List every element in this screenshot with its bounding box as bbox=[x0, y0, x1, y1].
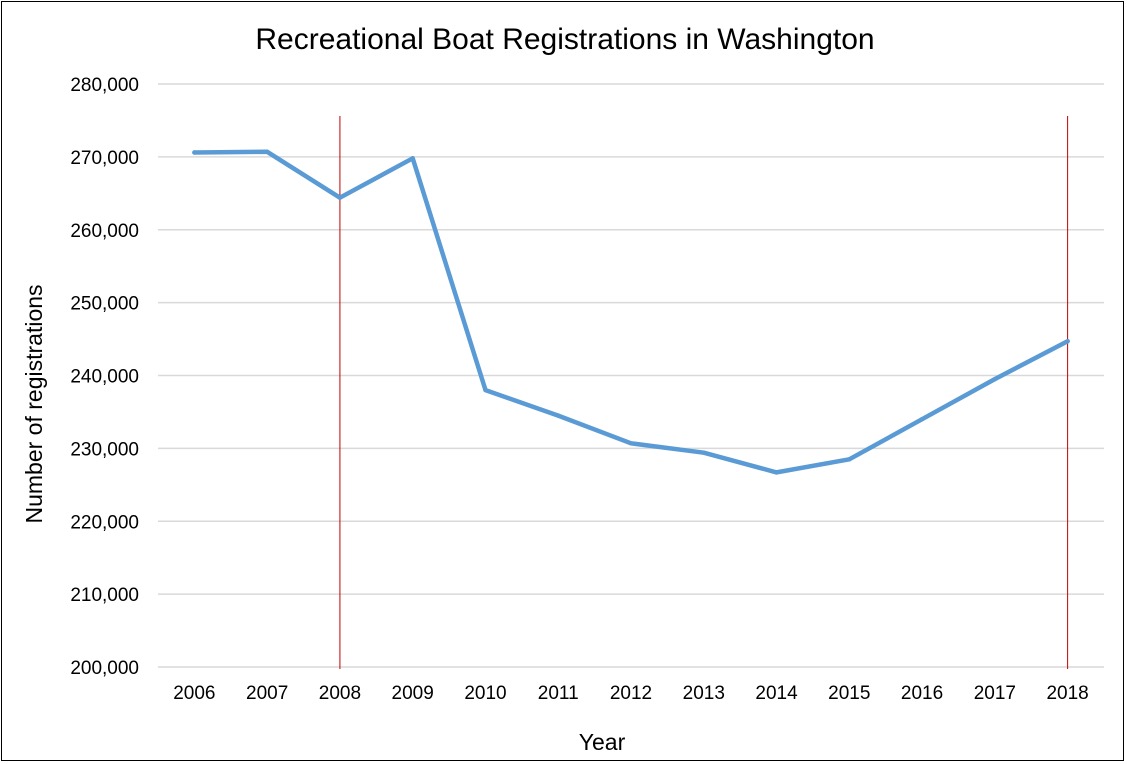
x-tick-label: 2013 bbox=[683, 683, 725, 704]
y-tick-label: 270,000 bbox=[70, 148, 139, 169]
data-point bbox=[1065, 339, 1070, 344]
data-point bbox=[410, 156, 415, 161]
x-axis-title: Year bbox=[579, 729, 626, 755]
y-tick-label: 280,000 bbox=[70, 75, 139, 96]
x-tick-label: 2011 bbox=[538, 683, 579, 704]
data-point bbox=[847, 457, 852, 462]
x-tick-label: 2014 bbox=[755, 683, 798, 704]
series-line bbox=[192, 149, 1070, 475]
data-point bbox=[628, 441, 634, 446]
data-point bbox=[774, 470, 779, 475]
data-point bbox=[483, 387, 488, 393]
x-tick-label: 2012 bbox=[610, 683, 652, 704]
x-tick-label: 2006 bbox=[173, 683, 215, 704]
x-tick-label: 2007 bbox=[246, 683, 288, 704]
y-tick-label: 230,000 bbox=[70, 439, 139, 460]
y-tick-label: 200,000 bbox=[70, 658, 139, 679]
data-point bbox=[556, 413, 561, 418]
y-tick-label: 240,000 bbox=[70, 367, 139, 388]
y-tick-label: 250,000 bbox=[70, 294, 139, 315]
data-point bbox=[919, 417, 925, 422]
gridlines bbox=[158, 83, 1104, 668]
x-tick-label: 2016 bbox=[901, 683, 943, 704]
y-tick-label: 220,000 bbox=[70, 512, 139, 533]
x-tick-label: 2008 bbox=[319, 683, 361, 704]
x-tick-label: 2017 bbox=[974, 683, 1016, 704]
data-point bbox=[192, 150, 197, 155]
data-point bbox=[337, 195, 343, 200]
y-tick-label: 260,000 bbox=[70, 221, 139, 242]
y-tick-label: 210,000 bbox=[70, 585, 139, 606]
y-axis-title: Number of registrations bbox=[21, 284, 47, 523]
data-point bbox=[992, 376, 998, 382]
data-point bbox=[701, 450, 706, 455]
y-axis-ticks: 200,000 210,000 220,000 230,000 240,000 250,0… bbox=[70, 75, 139, 679]
x-tick-label: 2015 bbox=[828, 683, 870, 704]
series-layer bbox=[192, 149, 1070, 475]
x-tick-label: 2018 bbox=[1046, 683, 1088, 704]
data-point bbox=[264, 149, 270, 154]
chart-title: Recreational Boat Registrations in Washi… bbox=[255, 23, 874, 56]
reference-lines bbox=[339, 116, 1069, 669]
x-tick-label: 2009 bbox=[392, 683, 434, 704]
x-axis-ticks: 2006 2007 2008 2009 2010 2011 2012 2013 2014 2015… bbox=[173, 683, 1089, 704]
x-tick-label: 2010 bbox=[464, 683, 506, 704]
